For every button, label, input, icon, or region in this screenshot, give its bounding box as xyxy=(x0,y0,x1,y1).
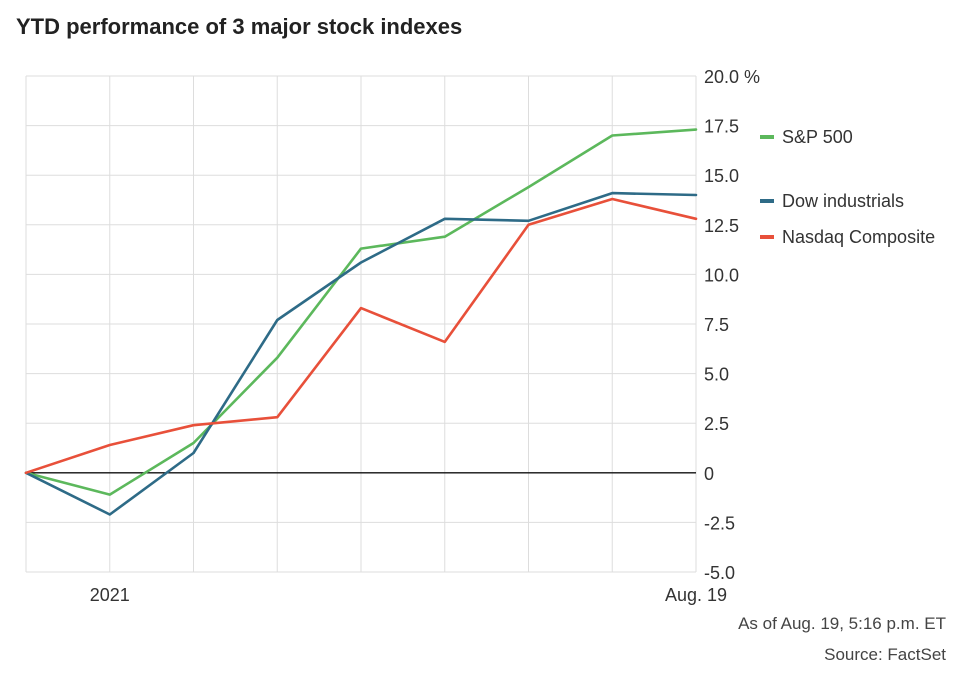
y-tick-label: 7.5 xyxy=(704,315,729,335)
y-tick-label: 12.5 xyxy=(704,216,739,236)
y-tick-label: 15.0 xyxy=(704,166,739,186)
series-line-1 xyxy=(24,191,698,516)
series-line-0 xyxy=(24,128,698,496)
y-tick-label: 10.0 xyxy=(704,265,739,285)
axis-layer: 20.0 % 17.5 15.0 12.5 10.0 7.5 5.0 2.5 0 -2.5 -5.0… xyxy=(26,67,760,605)
legend: S&P 500 Dow industrials Nasdaq Composite xyxy=(760,127,935,247)
as-of-note: As of Aug. 19, 5:16 p.m. ET xyxy=(738,614,946,633)
y-tick-label: 0 xyxy=(704,464,714,484)
legend-label: S&P 500 xyxy=(782,127,853,147)
y-tick-label: -2.5 xyxy=(704,513,735,533)
x-tick-label: Aug. 19 xyxy=(665,585,727,605)
legend-label: Dow industrials xyxy=(782,191,904,211)
y-tick-label: 20.0 % xyxy=(704,67,760,87)
y-tick-label: 2.5 xyxy=(704,414,729,434)
chart-title: YTD performance of 3 major stock indexes xyxy=(16,14,463,39)
x-tick-label: 2021 xyxy=(90,585,130,605)
grid-layer xyxy=(25,75,697,573)
series-layer xyxy=(24,128,698,516)
y-tick-label: -5.0 xyxy=(704,563,735,583)
source-note: Source: FactSet xyxy=(824,645,946,664)
legend-label: Nasdaq Composite xyxy=(782,227,935,247)
series-line-2 xyxy=(24,197,698,475)
y-tick-label: 17.5 xyxy=(704,117,739,137)
y-tick-label: 5.0 xyxy=(704,365,729,385)
